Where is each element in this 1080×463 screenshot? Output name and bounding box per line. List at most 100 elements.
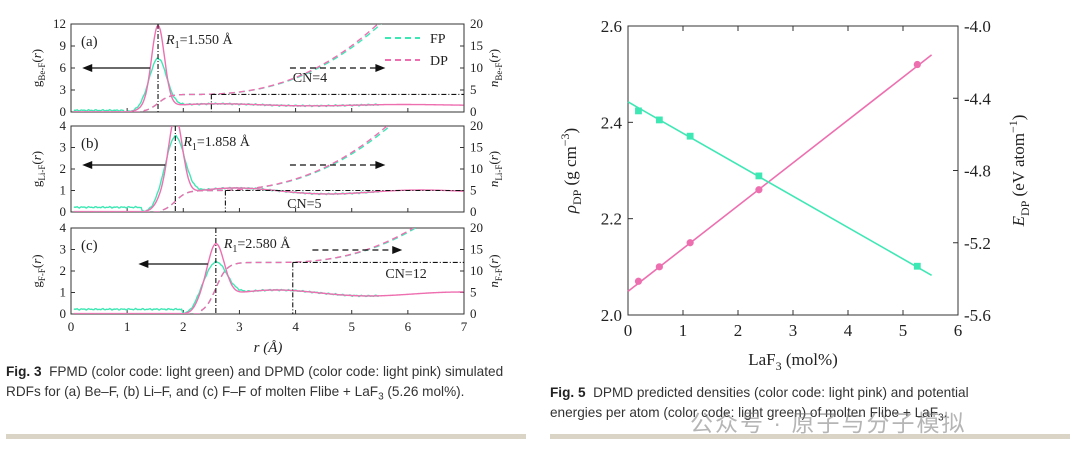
density-energy-chart: 0 1 2 3 4 5 6 2.0 2.2 2.4 2.6 -5.6 -5.2 -4.8 -4.4 -4.0 L… [558, 17, 1032, 373]
x-tick-label: 0 [68, 319, 75, 334]
fp-cn-line [73, 228, 417, 314]
y-tick-label: 0 [60, 204, 67, 219]
y-tick-label: 4 [60, 220, 67, 235]
y-tick-label: 2.4 [601, 113, 623, 132]
y2-tick-label: 0 [470, 306, 477, 321]
y-tick-label: 2.0 [601, 306, 622, 325]
panel-frame [70, 125, 465, 213]
r1-label: R1=1.550 Å [165, 32, 233, 51]
y2-tick-label: -4.0 [964, 17, 991, 36]
y-tick-label: 0 [60, 104, 67, 119]
x-tick-label: 2 [180, 319, 187, 334]
cn-label: CN=12 [385, 267, 426, 282]
y2-tick-label: 10 [470, 60, 483, 75]
y2-tick-label: 5 [470, 285, 477, 300]
plot-area [73, 24, 464, 112]
legend-dp-label: DP [430, 54, 448, 69]
energy-point [686, 132, 694, 140]
y-tick-label: 9 [60, 38, 67, 53]
density-point [655, 263, 663, 271]
figure-5: 0 1 2 3 4 5 6 2.0 2.2 2.4 2.6 -5.6 -5.2 -4.8 -4.4 -4.0 L… [540, 0, 1080, 463]
x-tick-label: 5 [348, 319, 355, 334]
density-point [686, 239, 694, 247]
energy-point [755, 172, 763, 180]
y-tick-label: 1 [60, 285, 67, 300]
energy-point [655, 116, 663, 124]
x-axis-title: LaF3 (mol%) [748, 350, 838, 373]
fig5-caption: Fig. 5 DPMD predicted densities (color c… [550, 383, 1070, 429]
x-tick-label: 2 [734, 321, 743, 340]
x-tick-label: 3 [789, 321, 798, 340]
y-tick-label: 12 [53, 16, 66, 31]
x-tick-label: 4 [292, 319, 299, 334]
x-tick-label: 1 [124, 319, 131, 334]
fig5-divider [550, 434, 1070, 439]
x-tick-label: 7 [461, 319, 468, 334]
fig5-caption-line1: DPMD predicted densities (color code: li… [593, 385, 969, 400]
dp-cn-line [73, 126, 388, 212]
y2-tick-label: -4.4 [964, 89, 991, 108]
fig5-caption-label: Fig. 5 [550, 385, 586, 400]
energy-fit-line [627, 101, 932, 276]
x-axis-title: r (Å) [254, 340, 283, 356]
cn-label: CN=4 [293, 71, 327, 86]
y2-axis-label: nF-F(r) [486, 254, 504, 287]
x-tick-label: 1 [679, 321, 688, 340]
rdf-panel-2: 0 1 2 3 4 0 5 10 15 20 gLi-F(r) nLi-F(r) (b) R1=1.858… [29, 118, 504, 219]
legend-fp-label: FP [430, 32, 446, 47]
fig3-caption: Fig. 3 FPMD (color code: light green) an… [6, 362, 531, 408]
x-tick-label: 4 [844, 321, 853, 340]
r1-label: R1=2.580 Å [223, 236, 291, 255]
y2-tick-label: 0 [470, 104, 477, 119]
x-tick-label: 5 [899, 321, 908, 340]
panel-tag: (a) [81, 34, 98, 50]
y-tick-label: 3 [60, 82, 67, 97]
fig3-caption-label: Fig. 3 [6, 364, 42, 379]
left-arrowhead [138, 260, 149, 268]
y2-tick-label: 20 [470, 220, 483, 235]
plot-area [73, 228, 464, 314]
fig3-caption-sub: 3 [378, 391, 384, 403]
y2-axis-title: EDP (eV atom−1) [1006, 115, 1032, 228]
y2-tick-label: 10 [470, 161, 483, 176]
y2-tick-label: -5.6 [964, 306, 991, 325]
right-arrowhead [392, 246, 403, 254]
energy-point [635, 107, 642, 115]
fp-cn-line [73, 126, 391, 212]
r1-label: R1=1.858 Å [182, 134, 250, 153]
fig5-caption-end: . [943, 405, 948, 420]
x-tick-label: 6 [954, 321, 963, 340]
dp-cn-line [73, 24, 379, 112]
legend: FP DP [385, 32, 448, 69]
y2-tick-label: -4.8 [964, 162, 991, 181]
y-tick-label: 1 [60, 183, 67, 198]
y-axis-label: gF-F(r) [29, 254, 47, 287]
panel-tag: (b) [81, 136, 99, 152]
y2-axis-label: nLi-F(r) [486, 151, 504, 187]
plot-area [73, 126, 464, 212]
panel-tag: (c) [81, 238, 98, 254]
x-tick-label: 3 [236, 319, 243, 334]
density-point [755, 186, 763, 194]
fig5-caption-line2: energies per atom (color code: light gre… [550, 405, 938, 420]
rdf-panel-1: 0 3 6 9 12 0 5 10 15 20 gBe-F(r) nBe-F(r) (a) R1=1.55… [29, 16, 504, 119]
y-tick-label: 2 [60, 263, 67, 278]
fig5-caption-sub: 3 [938, 412, 944, 424]
series-energy [627, 101, 932, 276]
y2-tick-label: 5 [470, 183, 477, 198]
y2-tick-label: 20 [470, 118, 483, 133]
fig3-caption-end: (5.26 mol%). [387, 384, 465, 399]
y2-tick-label: 20 [470, 16, 483, 31]
y-axis-label: gBe-F(r) [29, 49, 47, 87]
right-arrowhead [375, 64, 386, 72]
y2-tick-label: 15 [470, 38, 483, 53]
y-tick-label: 2.6 [601, 17, 622, 36]
density-point [634, 277, 643, 285]
fp-cn-line [73, 24, 382, 112]
energy-point [913, 262, 921, 270]
y2-tick-label: 0 [470, 204, 477, 219]
y2-tick-label: 15 [470, 242, 483, 257]
dp-cn-line [73, 228, 415, 314]
cn-label: CN=5 [287, 197, 321, 212]
